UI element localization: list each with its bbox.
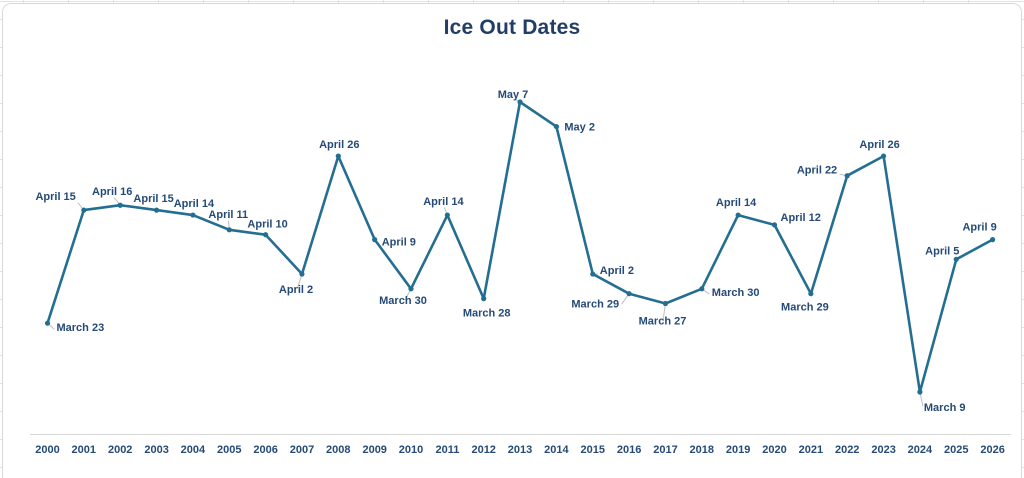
chart-object[interactable]: Ice Out Dates bbox=[2, 3, 1022, 478]
chart-title: Ice Out Dates bbox=[443, 16, 581, 39]
worksheet-gridline bbox=[0, 1, 1024, 2]
